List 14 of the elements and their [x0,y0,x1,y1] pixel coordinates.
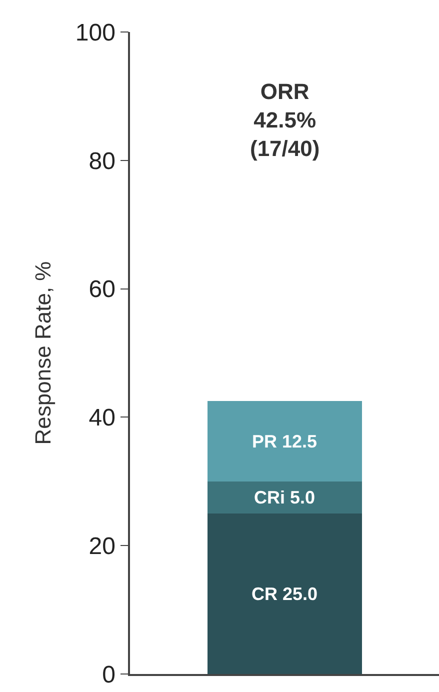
annotation: ORR 42.5% (17/40) [250,79,320,162]
bar [207,481,362,514]
y-tick-label: 100 [75,19,116,46]
bar [207,401,362,482]
y-tick-label: 0 [102,661,116,688]
y-tick-label: 60 [88,276,116,304]
data-label: CR 25.0 [251,584,318,604]
y-tick-label: 20 [88,533,116,560]
data-label: PR 12.5 [252,431,318,452]
y-axis-title: Response Rate, % [30,261,56,445]
y-tick-label: 80 [88,148,116,175]
data-label: CRi 5.0 [254,487,316,508]
y-tick-label: 40 [88,404,116,432]
bar [207,514,362,674]
